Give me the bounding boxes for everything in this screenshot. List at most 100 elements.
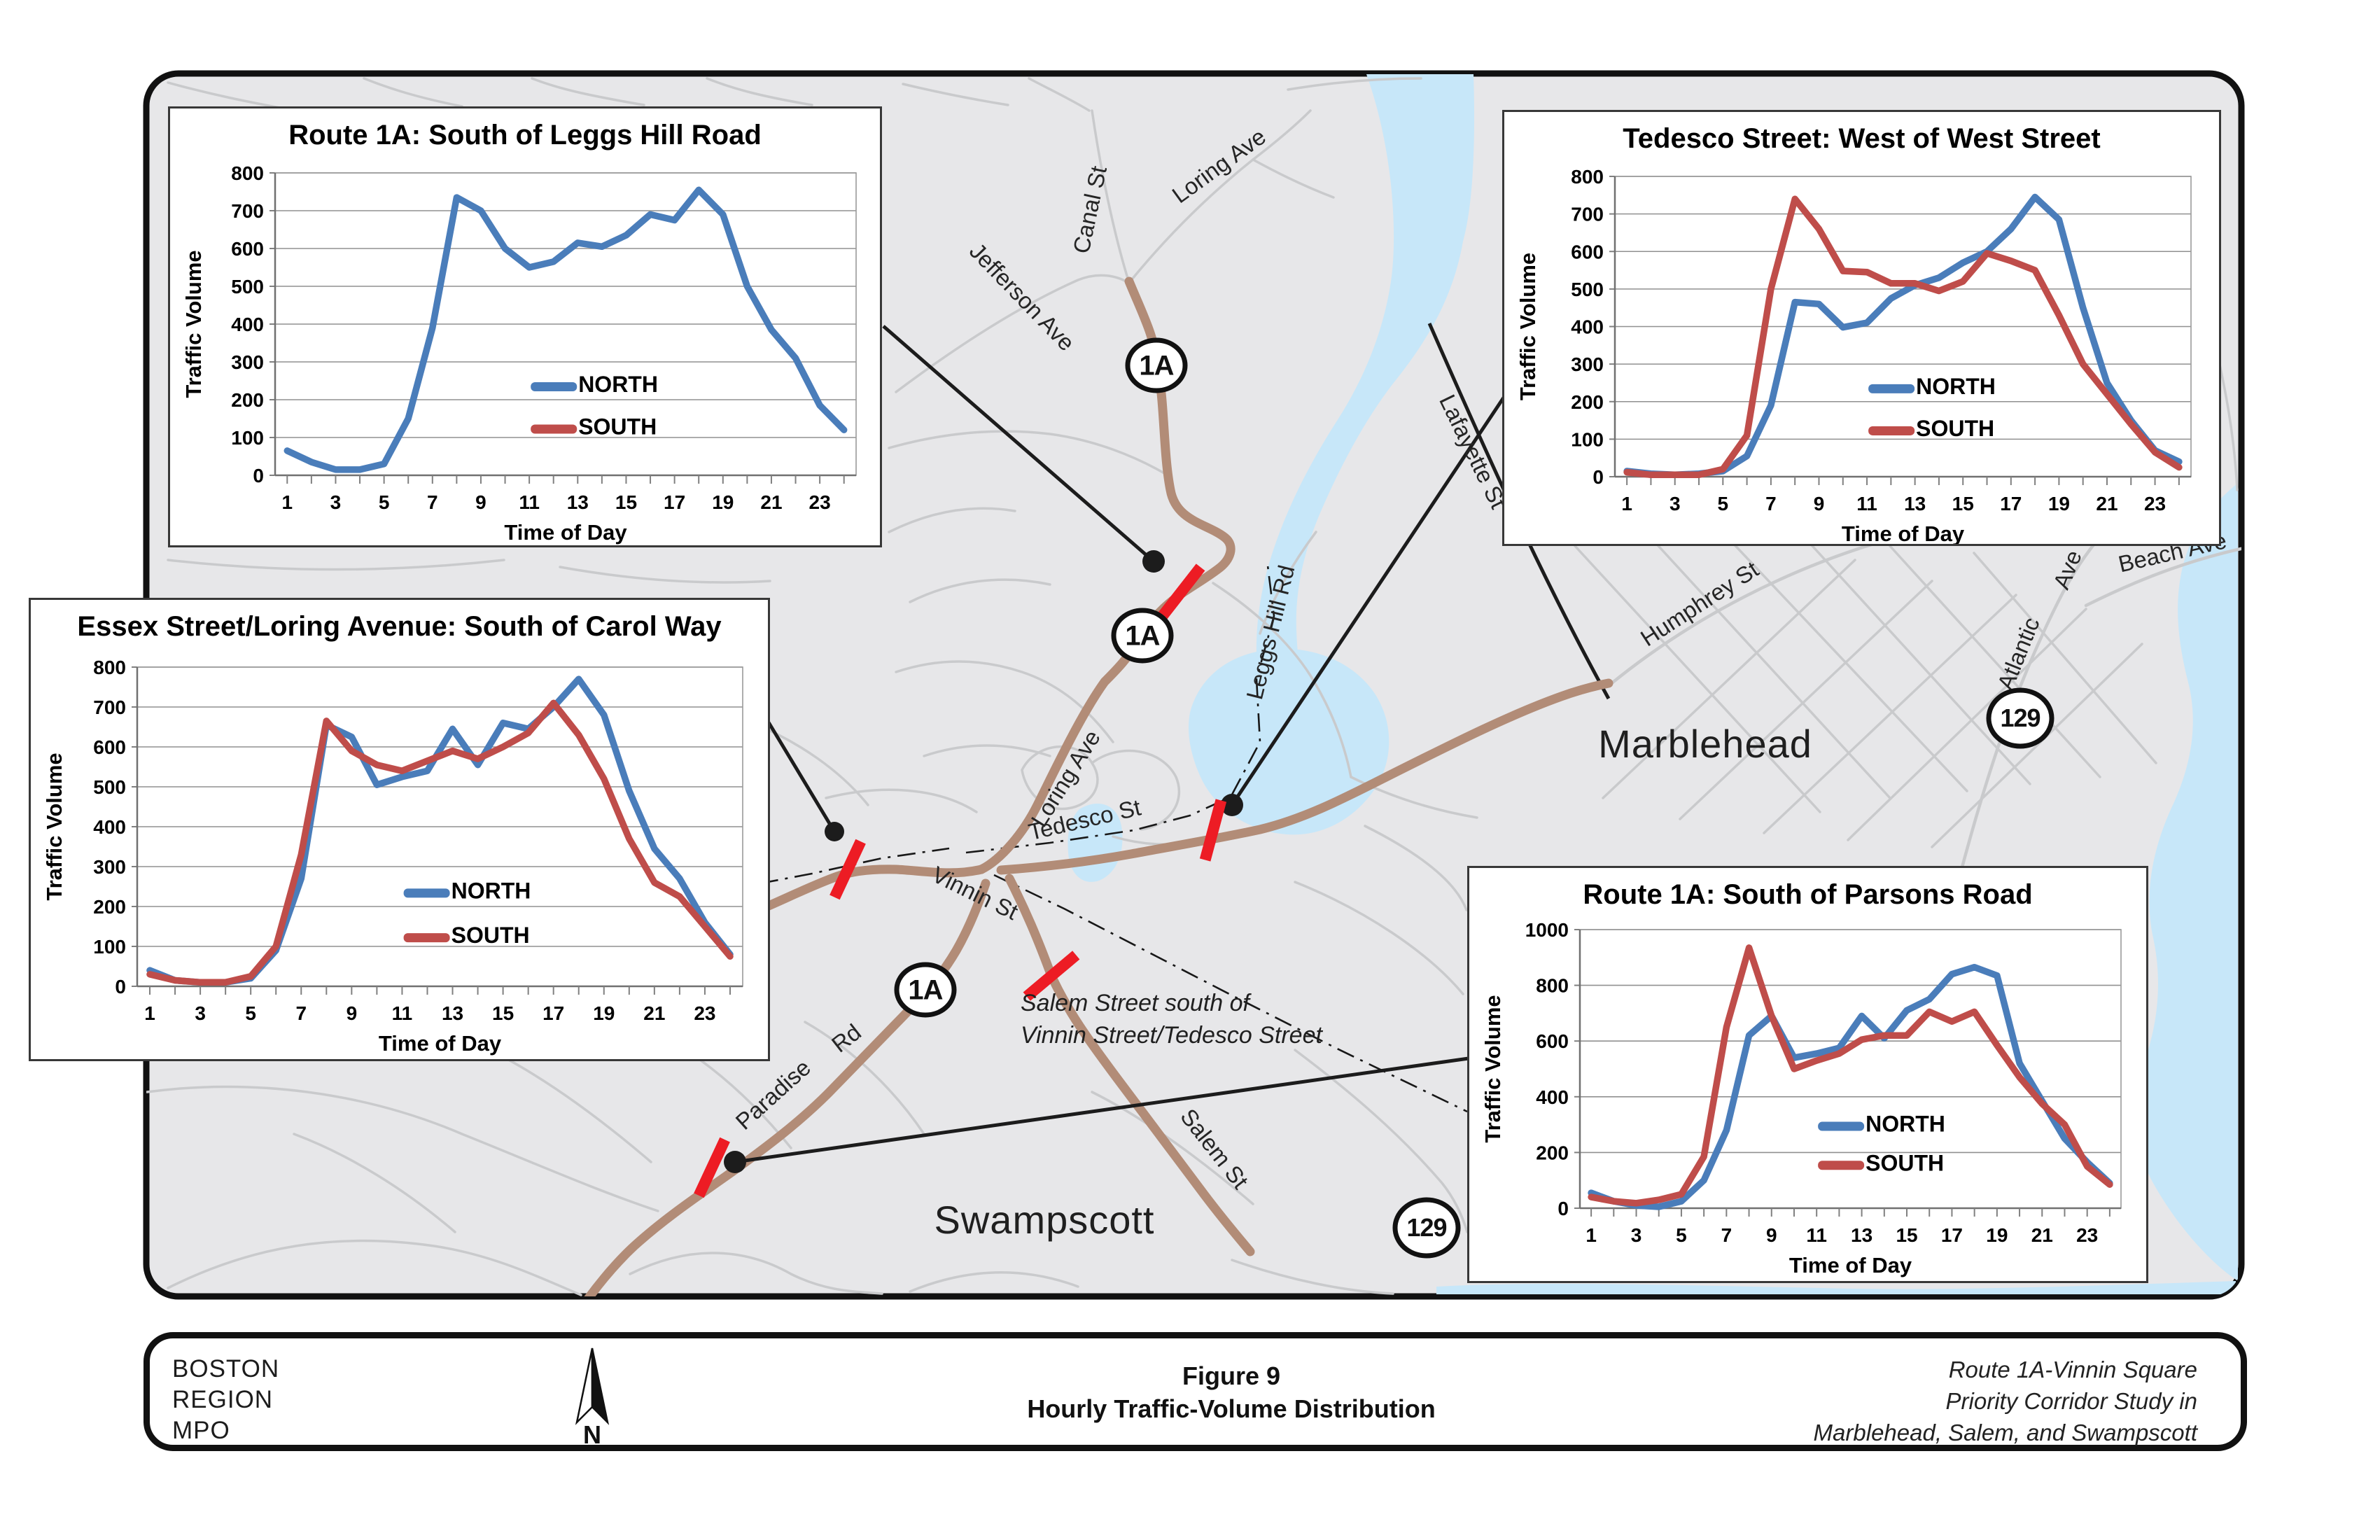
road-tedesco	[996, 678, 1614, 875]
y-tick-label: 100	[1571, 428, 1604, 450]
x-tick-label: 5	[1676, 1224, 1687, 1246]
shield-1a-3-outline	[894, 962, 957, 1018]
shield-1a-1: 1A	[1125, 337, 1188, 393]
y-tick-label: 300	[231, 351, 264, 373]
x-tick-label: 7	[1765, 493, 1777, 514]
legend-label-south: SOUTH	[1916, 416, 1994, 441]
y-tick-label: 500	[231, 276, 264, 298]
y-tick-label: 100	[231, 427, 264, 449]
project-name: Route 1A-Vinnin Square Priority Corridor…	[1814, 1354, 2197, 1448]
x-tick-label: 9	[346, 1002, 358, 1024]
callout-tedesco	[1230, 394, 1507, 806]
y-tick-label: 700	[231, 200, 264, 222]
y-tick-label: 0	[253, 465, 264, 486]
y-axis-title: Traffic Volume	[181, 250, 206, 398]
x-axis-title: Time of Day	[379, 1031, 502, 1056]
x-axis-title: Time of Day	[504, 520, 627, 545]
y-tick-label: 0	[115, 976, 126, 997]
shield-1a-3-label: 1A	[908, 975, 942, 1006]
y-tick-label: 1000	[1525, 919, 1569, 941]
x-tick-label: 5	[1718, 493, 1729, 514]
count-station-ticks	[694, 564, 1227, 1198]
legend-swatch-north	[1818, 1121, 1865, 1131]
x-tick-label: 15	[1896, 1224, 1917, 1246]
x-tick-label: 19	[1986, 1224, 2008, 1246]
x-tick-label: 3	[330, 491, 342, 513]
y-axis-title: Traffic Volume	[42, 752, 66, 900]
x-tick-label: 23	[2076, 1224, 2098, 1246]
series-north	[1588, 963, 2113, 1210]
x-tick-label: 11	[519, 491, 540, 513]
x-tick-label: 21	[643, 1002, 665, 1024]
x-tick-label: 7	[427, 491, 438, 513]
shield-129-2: 129	[1392, 1197, 1461, 1259]
x-axis-title: Time of Day	[1842, 522, 1965, 544]
legend-label-south: SOUTH	[1865, 1150, 1944, 1175]
y-tick-label: 800	[231, 162, 264, 184]
x-tick-label: 17	[2000, 493, 2022, 514]
y-tick-label: 300	[93, 856, 126, 878]
road-route1a-loring	[976, 276, 1236, 874]
tick-essex-loring	[830, 839, 866, 900]
shield-1a-1-outline	[1125, 337, 1188, 393]
agency-line: REGION	[172, 1386, 274, 1413]
y-tick-label: 200	[1571, 391, 1604, 413]
y-axis-title: Traffic Volume	[1516, 253, 1540, 400]
y-tick-label: 600	[93, 736, 126, 758]
x-tick-label: 11	[392, 1002, 413, 1024]
tick-parsons	[694, 1137, 730, 1198]
x-tick-label: 19	[593, 1002, 615, 1024]
town-label-swampscott: Swampscott	[934, 1198, 1155, 1242]
tick-salem-st	[1023, 951, 1080, 1001]
y-axis-title: Traffic Volume	[1480, 995, 1505, 1142]
x-tick-label: 7	[295, 1002, 307, 1024]
x-tick-label: 17	[664, 491, 685, 513]
shield-129-1: 129	[1986, 687, 2054, 749]
chart-title: Route 1A: South of Leggs Hill Road	[288, 120, 762, 150]
figure-number: Figure 9	[1182, 1362, 1281, 1390]
x-tick-label: 15	[615, 491, 637, 513]
shield-1a-2: 1A	[1111, 608, 1174, 664]
y-tick-label: 800	[1571, 166, 1604, 188]
shield-129-2-label: 129	[1406, 1213, 1446, 1242]
y-tick-label: 0	[1558, 1198, 1569, 1219]
station-dot-essex-loring	[825, 822, 844, 841]
chart-leggs-hill: Route 1A: South of Leggs Hill Road 0 100 2…	[168, 106, 882, 547]
legend-swatch-south	[1868, 426, 1915, 435]
y-tick-label: 200	[231, 389, 264, 411]
annotation-salem-street-line2: Vinnin Street/Tedesco Street	[1021, 1022, 1323, 1049]
x-tick-label: 5	[379, 491, 390, 513]
road-paradise-rd	[571, 878, 990, 1296]
chart-title: Essex Street/Loring Avenue: South of Car…	[77, 611, 722, 642]
town-label-marblehead: Marblehead	[1598, 722, 1812, 766]
agency-line: MPO	[172, 1417, 230, 1444]
x-tick-label: 13	[567, 491, 589, 513]
shield-1a-2-outline	[1111, 608, 1174, 664]
x-tick-label: 21	[2096, 493, 2118, 514]
count-station-dots	[724, 550, 1243, 1173]
x-tick-label: 3	[195, 1002, 206, 1024]
legend-label-north: NORTH	[451, 878, 531, 903]
water-shore-band	[1436, 1281, 2236, 1294]
legend-swatch-north	[1868, 384, 1915, 393]
series-north	[284, 186, 848, 473]
x-tick-label: 19	[2048, 493, 2070, 514]
station-dot-leggs-hill	[1142, 550, 1165, 573]
legend-label-north: NORTH	[578, 372, 658, 397]
y-tick-label: 600	[1571, 241, 1604, 262]
callout-lines	[734, 325, 1507, 1164]
shield-129-1-label: 129	[2000, 704, 2040, 732]
x-tick-label: 3	[1631, 1224, 1642, 1246]
agency-line: BOSTON	[172, 1355, 280, 1382]
figure-title: Hourly Traffic-Volume Distribution	[1027, 1394, 1436, 1423]
x-tick-label: 23	[694, 1002, 715, 1024]
chart-tedesco: Tedesco Street: West of West Street 0 100…	[1502, 110, 2221, 546]
road-salem-st	[1004, 874, 1255, 1256]
x-tick-label: 13	[1851, 1224, 1872, 1246]
y-tick-label: 200	[93, 896, 126, 918]
